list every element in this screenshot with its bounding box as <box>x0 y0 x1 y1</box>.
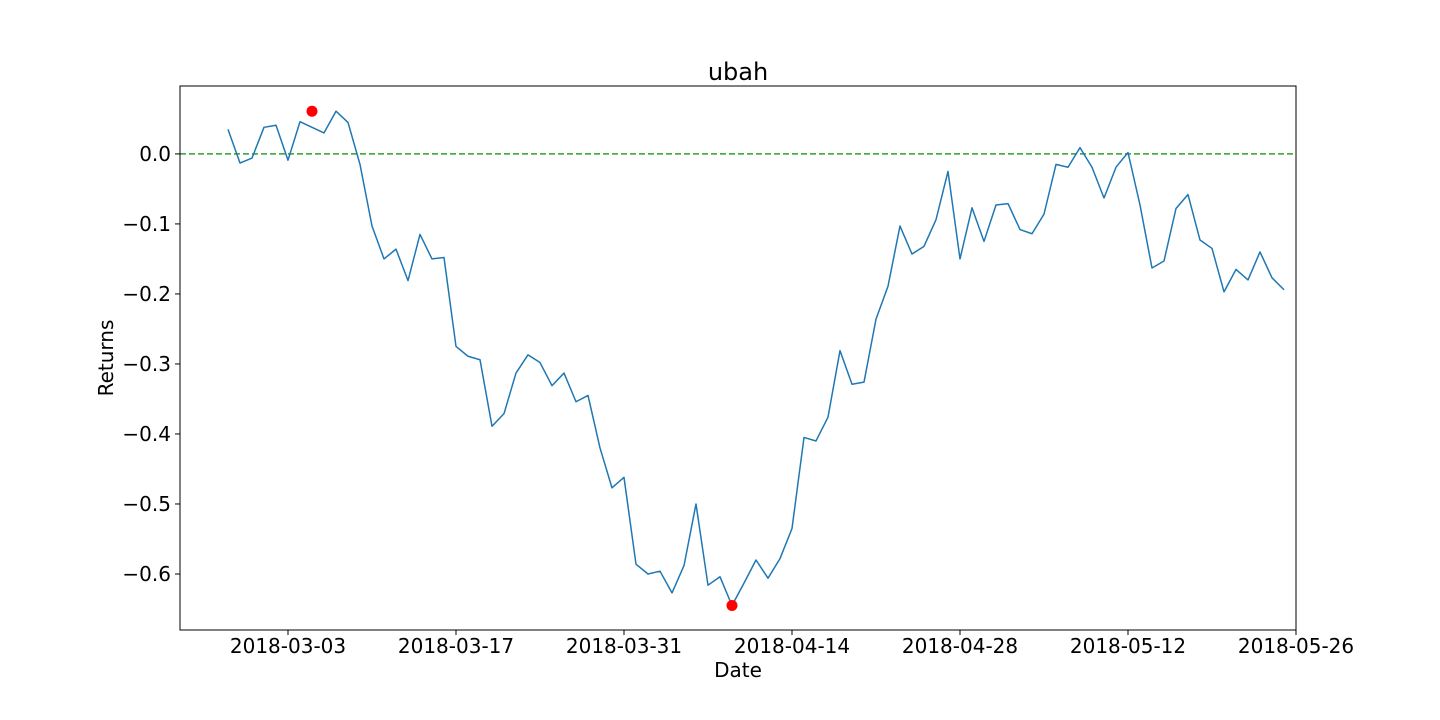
x-tick-label: 2018-05-12 <box>1070 634 1186 658</box>
x-tick-label: 2018-03-17 <box>398 634 514 658</box>
x-tick-label: 2018-03-31 <box>566 634 682 658</box>
x-axis: 2018-03-03 2018-03-17 2018-03-31 2018-04-14… <box>230 630 1354 658</box>
x-tick-label: 2018-04-14 <box>734 634 850 658</box>
series-layer <box>227 110 1285 607</box>
x-axis-title: Date <box>714 658 762 682</box>
y-tick-label: −0.5 <box>122 492 171 516</box>
returns-series-line-0 <box>227 110 1285 607</box>
y-tick-label: −0.3 <box>122 352 171 376</box>
y-tick-label: −0.6 <box>122 562 171 586</box>
chart-title: ubah <box>708 58 768 86</box>
y-tick-label: −0.2 <box>122 282 171 306</box>
min-point-marker <box>726 599 738 611</box>
y-axis-title: Returns <box>94 320 118 397</box>
x-tick-label: 2018-05-26 <box>1238 634 1354 658</box>
y-tick-label: 0.0 <box>139 142 171 166</box>
marker-layer <box>306 105 738 611</box>
y-axis: 0.0 −0.1 −0.2 −0.3 −0.4 −0.5 −0.6 <box>122 142 180 586</box>
x-tick-label: 2018-03-03 <box>230 634 346 658</box>
plot-area-frame <box>179 85 1297 631</box>
y-tick-label: −0.1 <box>122 212 171 236</box>
y-tick-label: −0.4 <box>122 422 171 446</box>
max-point-marker <box>306 105 318 117</box>
x-tick-label: 2018-04-28 <box>902 634 1018 658</box>
